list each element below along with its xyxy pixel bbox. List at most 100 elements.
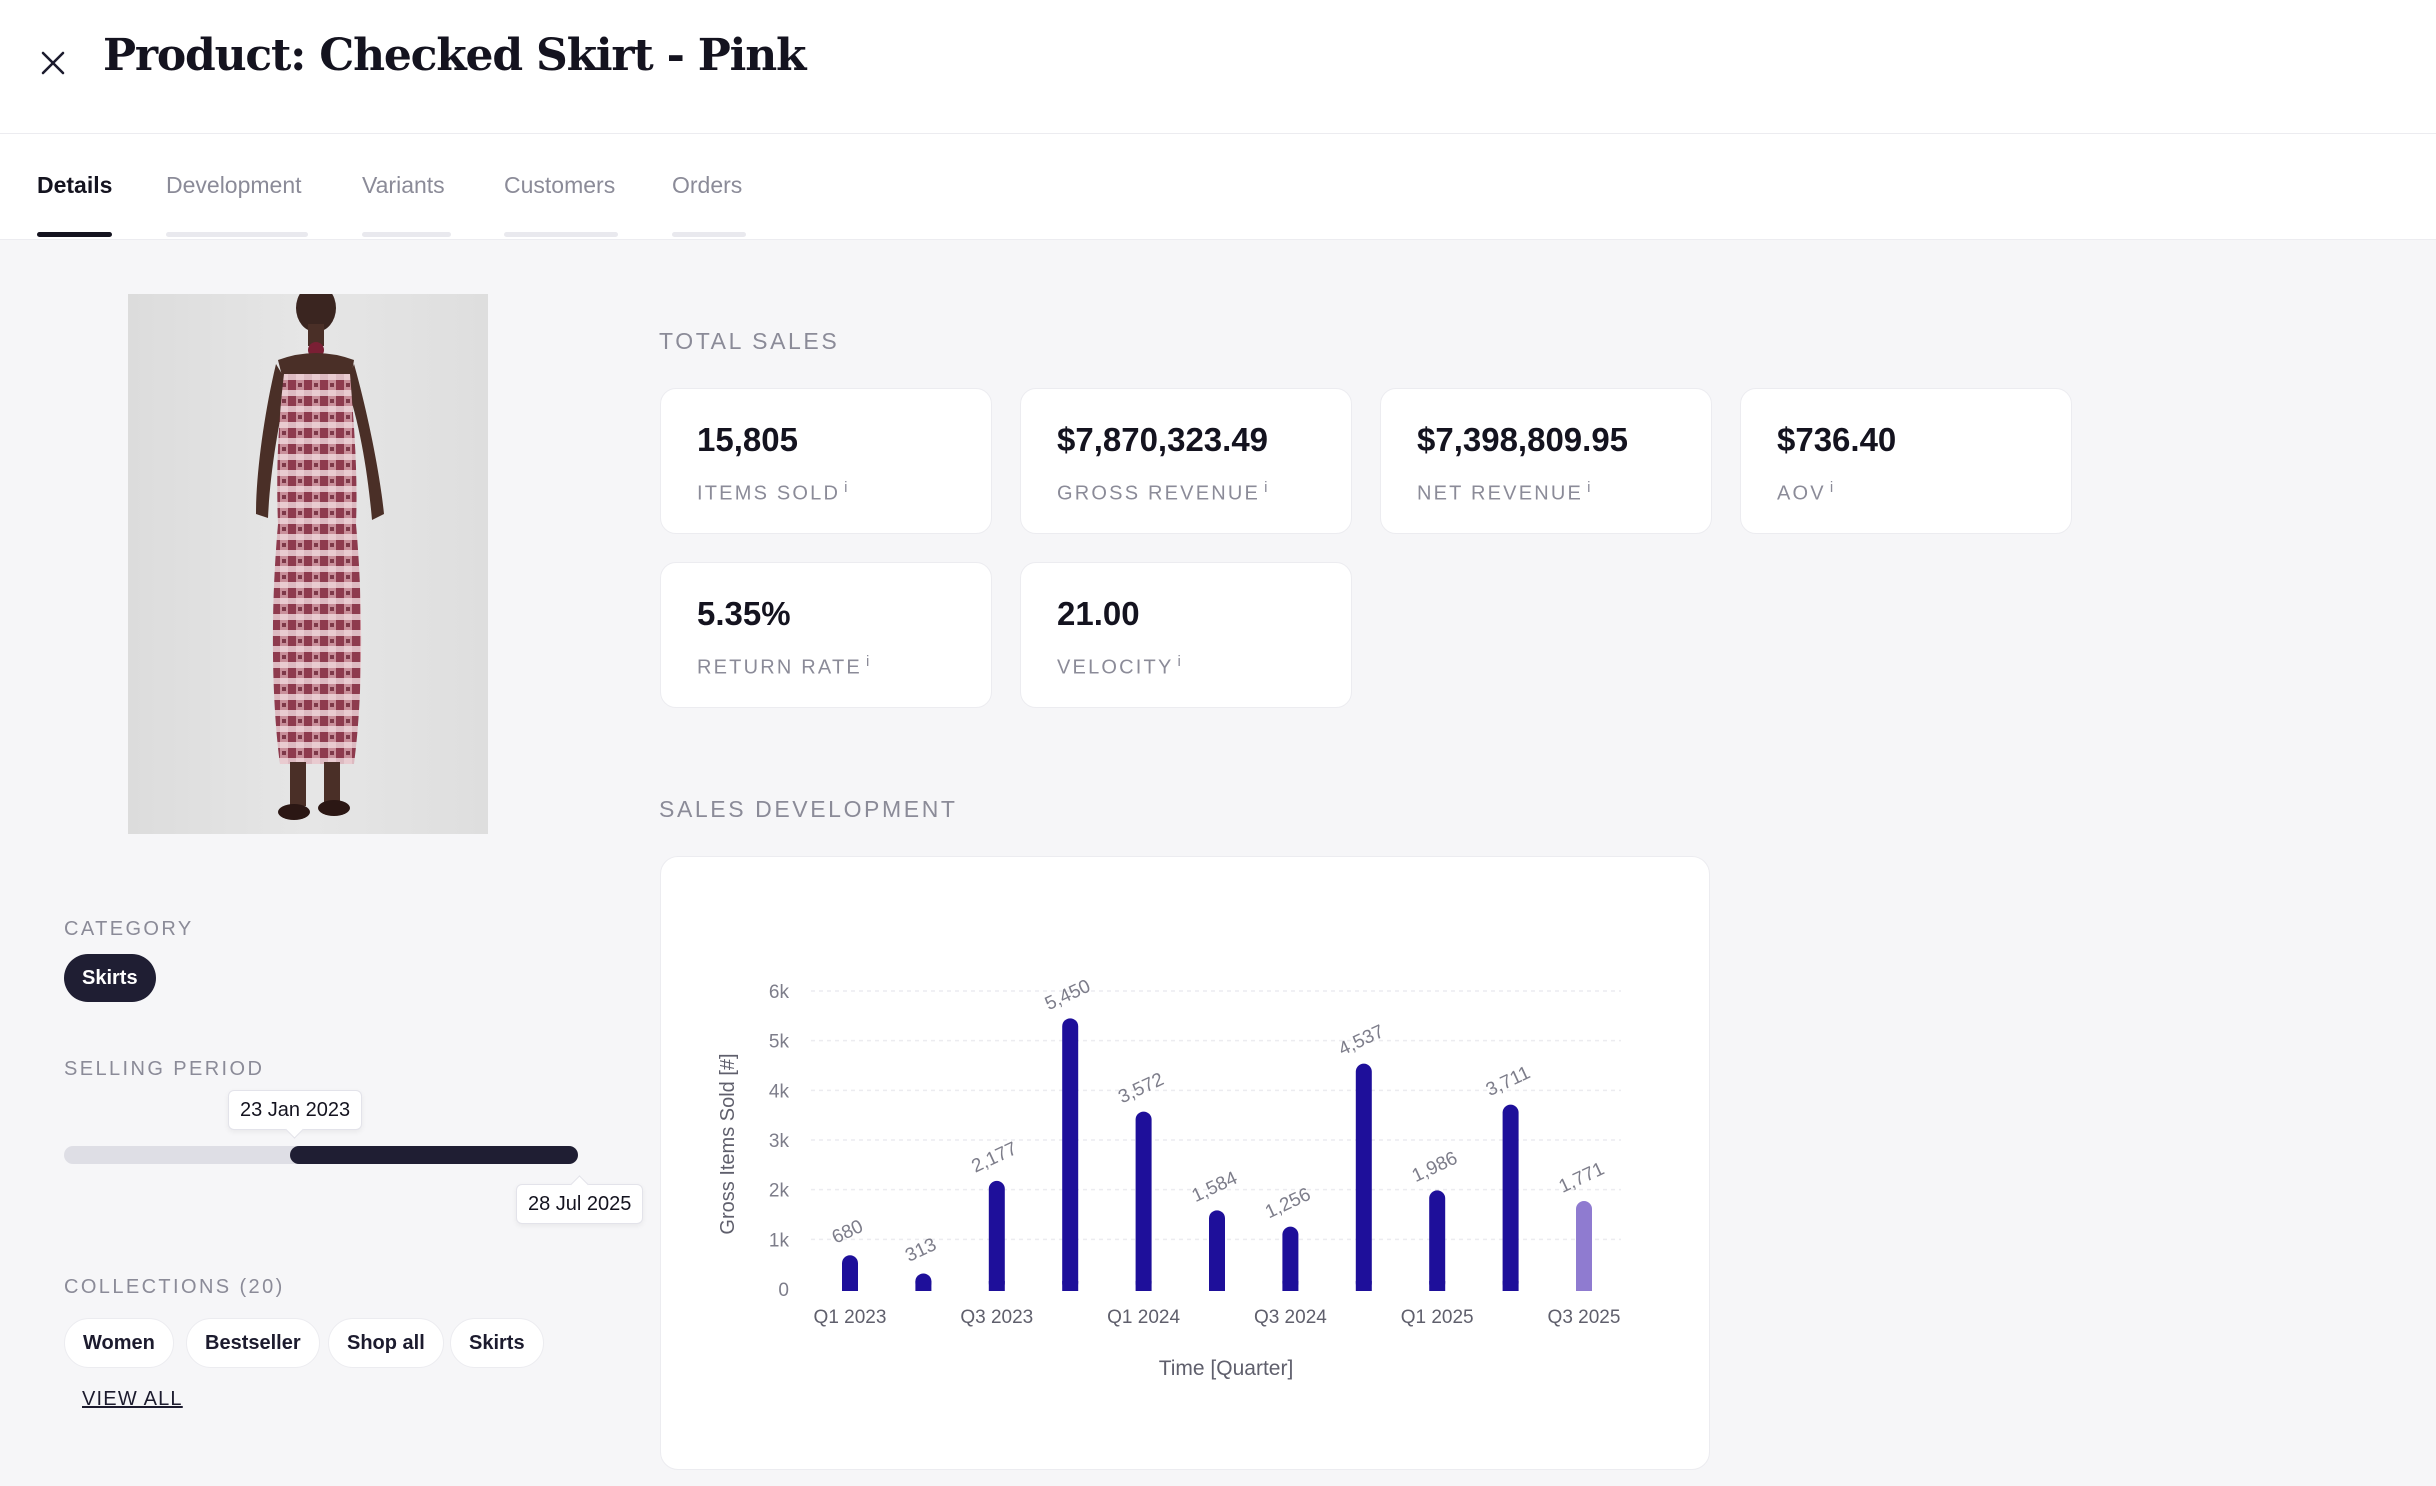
kpi-value: $7,870,323.49 bbox=[1057, 421, 1269, 458]
kpi-card-net-revenue: $7,398,809.95 NET REVENUE i bbox=[1380, 388, 1712, 534]
tab-orders-indicator bbox=[672, 232, 746, 237]
tab-details[interactable]: Details bbox=[37, 172, 113, 198]
category-badge[interactable]: Skirts bbox=[64, 954, 156, 1002]
data-label: 680 bbox=[829, 1216, 867, 1248]
bar bbox=[988, 1180, 1005, 1291]
selling-period-track bbox=[64, 1146, 578, 1164]
kpi-value: 5.35% bbox=[697, 595, 791, 632]
info-icon[interactable]: i bbox=[1177, 653, 1181, 670]
tab-customers[interactable]: Customers bbox=[504, 172, 616, 198]
data-label: 2,177 bbox=[968, 1138, 1020, 1177]
kpi-label: GROSS REVENUE i bbox=[1057, 479, 1268, 505]
kpi-card-items-sold: 15,805 ITEMS SOLD i bbox=[660, 388, 992, 534]
bar bbox=[1062, 1018, 1079, 1291]
data-label: 1,771 bbox=[1556, 1158, 1608, 1197]
y-tick-label: 6k bbox=[769, 982, 790, 1003]
tab-customers-indicator bbox=[504, 232, 618, 237]
y-tick-label: 0 bbox=[778, 1280, 789, 1301]
selling-period-range bbox=[290, 1146, 578, 1164]
kpi-card-velocity: 21.00 VELOCITY i bbox=[1020, 562, 1352, 708]
kpi-label: NET REVENUE i bbox=[1417, 479, 1591, 505]
x-axis-title: Time [Quarter] bbox=[1159, 1357, 1294, 1380]
kpi-value: $736.40 bbox=[1777, 421, 1897, 458]
product-image bbox=[128, 294, 488, 834]
total-sales-label: TOTAL SALES bbox=[659, 328, 840, 354]
category-label: CATEGORY bbox=[64, 918, 194, 940]
kpi-label: ITEMS SOLD i bbox=[697, 479, 848, 505]
bar-base bbox=[1502, 1281, 1519, 1291]
tab-orders[interactable]: Orders bbox=[672, 172, 743, 198]
bar bbox=[1355, 1063, 1372, 1291]
y-axis-title: Gross Items Sold [#] bbox=[717, 1053, 739, 1234]
kpi-card-gross-revenue: $7,870,323.49 GROSS REVENUE i bbox=[1020, 388, 1352, 534]
bar bbox=[1209, 1210, 1225, 1291]
x-tick-label: Q1 2025 bbox=[1401, 1307, 1474, 1328]
x-tick-label: Q1 2024 bbox=[1107, 1307, 1180, 1328]
bar-base bbox=[1062, 1281, 1079, 1291]
bar-base bbox=[842, 1281, 858, 1291]
data-label: 4,537 bbox=[1335, 1021, 1387, 1060]
kpi-card-aov: $736.40 AOV i bbox=[1740, 388, 2072, 534]
kpi-card-return-rate: 5.35% RETURN RATE i bbox=[660, 562, 992, 708]
y-tick-label: 4k bbox=[769, 1081, 790, 1102]
bar bbox=[1576, 1201, 1592, 1291]
tab-variants[interactable]: Variants bbox=[362, 172, 445, 198]
bar-base bbox=[1135, 1281, 1152, 1291]
close-icon[interactable] bbox=[36, 46, 70, 80]
view-all-collections-link[interactable]: VIEW ALL bbox=[82, 1388, 183, 1410]
sales-development-label: SALES DEVELOPMENT bbox=[659, 796, 958, 822]
tab-development[interactable]: Development bbox=[166, 172, 302, 198]
bar-base bbox=[1355, 1281, 1372, 1291]
x-tick-label: Q3 2023 bbox=[960, 1307, 1033, 1328]
collection-chip-bestseller[interactable]: Bestseller bbox=[186, 1318, 320, 1368]
collection-chip-skirts[interactable]: Skirts bbox=[450, 1318, 544, 1368]
info-icon[interactable]: i bbox=[844, 479, 848, 496]
collection-chip-shop-all[interactable]: Shop all bbox=[328, 1318, 444, 1368]
bar-base bbox=[988, 1281, 1005, 1291]
y-tick-label: 5k bbox=[769, 1032, 790, 1053]
collection-chip-women[interactable]: Women bbox=[64, 1318, 174, 1368]
y-tick-label: 2k bbox=[769, 1181, 790, 1202]
bar-base bbox=[1576, 1281, 1592, 1291]
data-label: 1,584 bbox=[1189, 1168, 1241, 1207]
kpi-label: RETURN RATE i bbox=[697, 653, 870, 679]
data-label: 5,450 bbox=[1042, 976, 1094, 1015]
tab-variants-indicator bbox=[362, 232, 451, 237]
kpi-value: 21.00 bbox=[1057, 595, 1140, 632]
x-tick-label: Q1 2023 bbox=[814, 1307, 887, 1328]
kpi-value: 15,805 bbox=[697, 421, 798, 458]
selling-start-tooltip: 23 Jan 2023 bbox=[228, 1090, 363, 1130]
bar-base bbox=[915, 1281, 932, 1291]
y-tick-label: 3k bbox=[769, 1131, 790, 1152]
kpi-label: AOV i bbox=[1777, 479, 1834, 505]
bar-base bbox=[1282, 1281, 1299, 1291]
header: Product: Checked Skirt - Pink bbox=[0, 0, 2436, 134]
bar bbox=[1135, 1111, 1152, 1291]
y-tick-label: 1k bbox=[769, 1230, 790, 1251]
x-tick-label: Q3 2025 bbox=[1548, 1307, 1621, 1328]
tab-details-indicator bbox=[37, 232, 112, 237]
collections-label: COLLECTIONS (20) bbox=[64, 1276, 285, 1298]
bar bbox=[1282, 1226, 1299, 1291]
kpi-label: VELOCITY i bbox=[1057, 653, 1181, 679]
data-label: 3,572 bbox=[1115, 1069, 1167, 1108]
data-label: 1,986 bbox=[1409, 1148, 1461, 1187]
data-label: 3,711 bbox=[1483, 1062, 1534, 1101]
bar-base bbox=[1429, 1281, 1446, 1291]
kpi-value: $7,398,809.95 bbox=[1417, 421, 1629, 458]
bar-base bbox=[1209, 1281, 1225, 1291]
tab-development-indicator bbox=[166, 232, 308, 237]
info-icon[interactable]: i bbox=[865, 653, 870, 670]
selling-period-label: SELLING PERIOD bbox=[64, 1058, 265, 1080]
x-tick-label: Q3 2024 bbox=[1254, 1307, 1327, 1328]
info-icon[interactable]: i bbox=[1264, 479, 1268, 496]
tab-bar: Details Development Variants Customers O… bbox=[0, 134, 2436, 240]
selling-end-tooltip: 28 Jul 2025 bbox=[516, 1184, 644, 1224]
sales-development-chart: 0 1k 2k 3k 4k 5k 6k 680 Q1 2023 313 2,177 Q3 2023 5,… bbox=[660, 856, 1710, 1470]
info-icon[interactable]: i bbox=[1587, 479, 1591, 496]
info-icon[interactable]: i bbox=[1829, 479, 1834, 496]
bar bbox=[1429, 1190, 1446, 1291]
page-title: Product: Checked Skirt - Pink bbox=[103, 30, 806, 81]
bar bbox=[1502, 1104, 1519, 1291]
